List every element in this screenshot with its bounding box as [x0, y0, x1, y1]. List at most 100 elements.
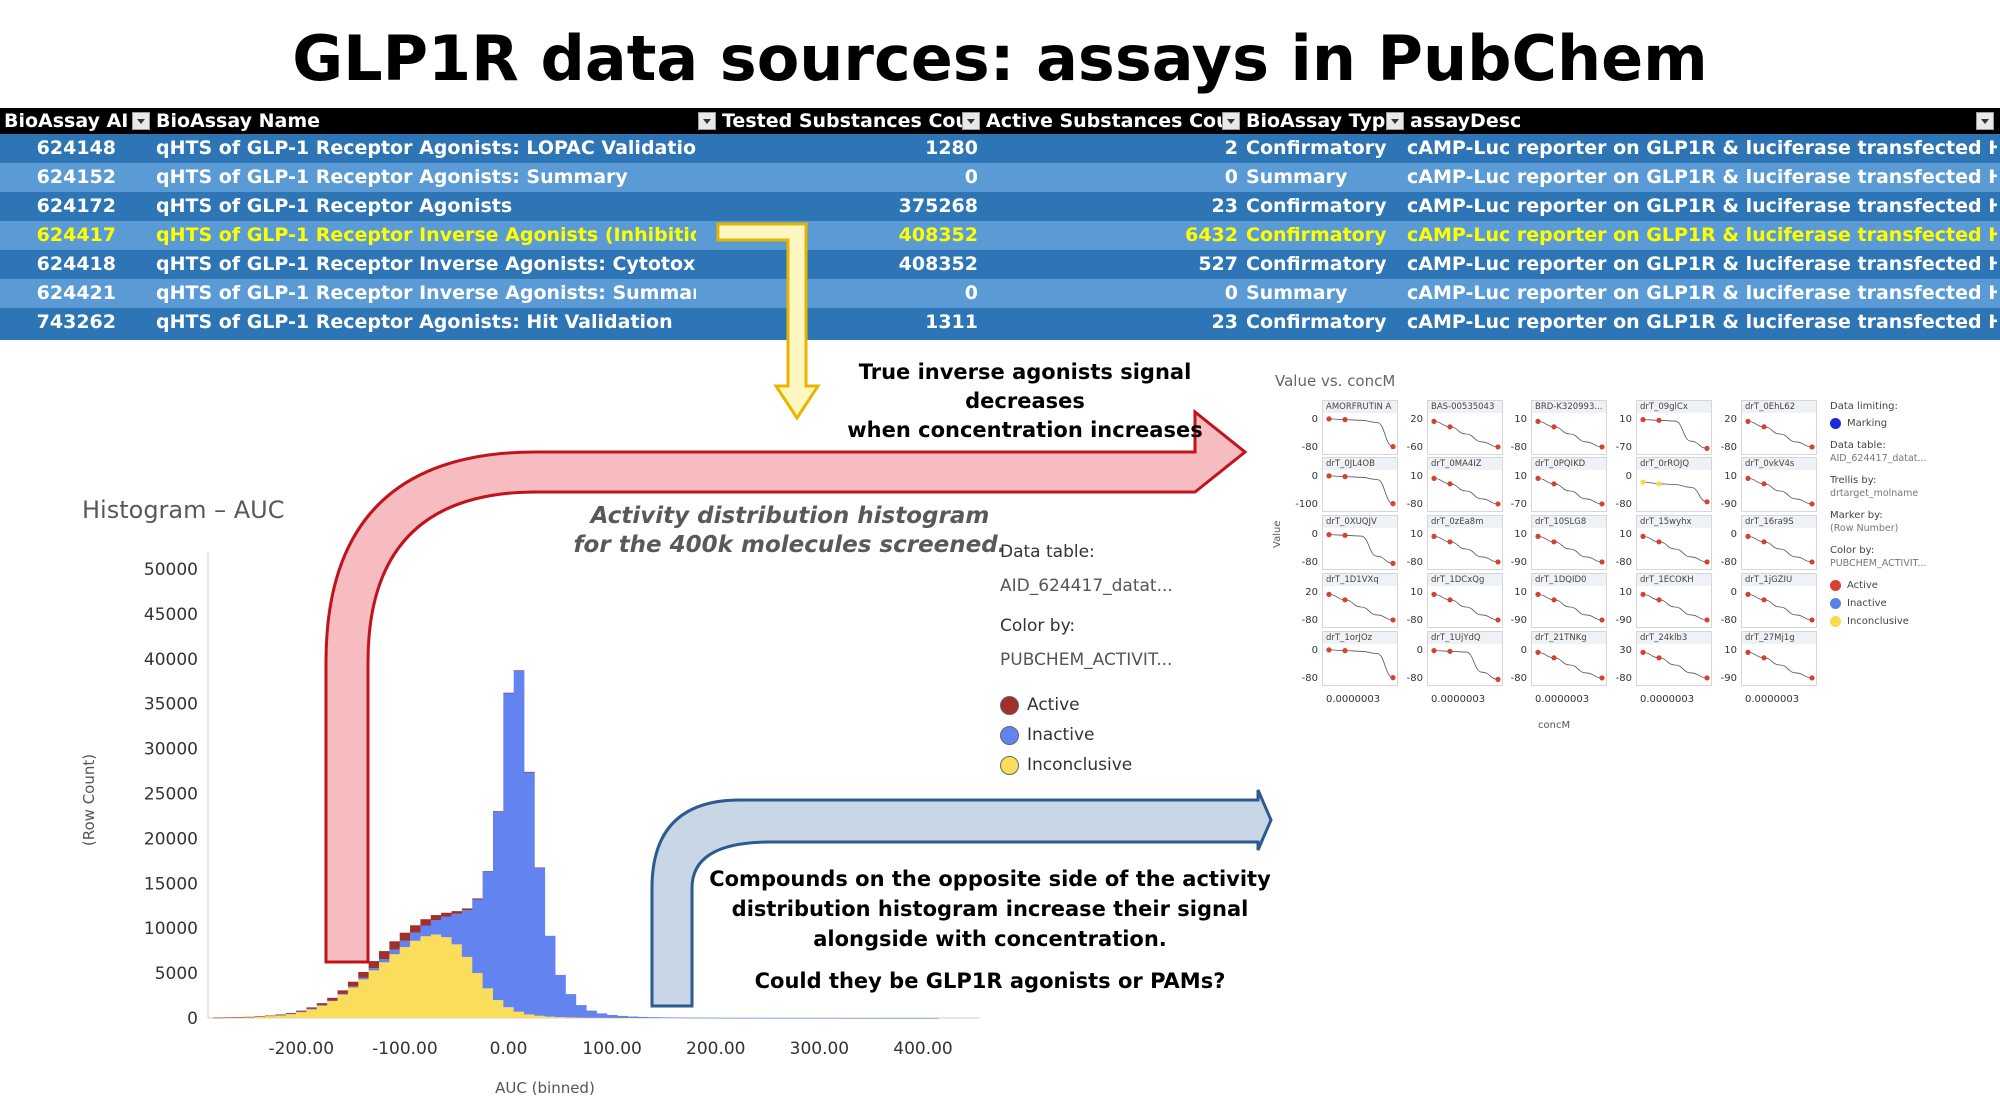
filter-dropdown-aid[interactable] — [132, 112, 150, 130]
histogram-bar-inconclusive — [451, 944, 463, 1018]
histogram-bar-inactive — [876, 1017, 888, 1019]
auc-histogram[interactable]: 5000045000400003500030000250002000015000… — [60, 540, 1000, 1100]
fit-curve — [1328, 594, 1394, 621]
trellis-panel[interactable]: drT_1D1VXq — [1322, 573, 1398, 628]
trellis-panel[interactable]: drT_1ECOKH — [1636, 573, 1712, 628]
cell-active: 2 — [1224, 137, 1238, 159]
data-point — [1447, 597, 1453, 603]
filter-dropdown-tested[interactable] — [962, 112, 980, 130]
table-row[interactable]: 624148 qHTS of GLP-1 Receptor Agonists: L… — [0, 134, 2000, 163]
trellis-y-tick-top: 10 — [1514, 471, 1527, 482]
legend-item-inconclusive[interactable]: Inconclusive — [1000, 750, 1173, 780]
histogram-bar-inconclusive — [389, 954, 401, 1018]
histogram-bar-inconclusive — [420, 936, 432, 1018]
trellis-panel[interactable]: AMORFRUTIN A — [1322, 400, 1398, 455]
trellis-panel[interactable]: drT_24klb3 — [1636, 631, 1712, 686]
cell-desc: cAMP-Luc reporter on GLP1R & luciferase … — [1407, 195, 1997, 217]
trellis-panel[interactable]: drT_1DCxQg — [1427, 573, 1503, 628]
histogram-bar-inactive — [461, 910, 473, 957]
trellis-panel[interactable]: drT_0MA4IZ — [1427, 457, 1503, 512]
trellis-panel[interactable]: drT_09glCx — [1636, 400, 1712, 455]
data-point — [1745, 475, 1751, 481]
data-point — [1551, 655, 1557, 661]
trellis-panel[interactable]: drT_27Mj1g — [1741, 631, 1817, 686]
trellis-y-tick-top: 20 — [1724, 414, 1737, 425]
trellis-legend-active[interactable]: Active — [1830, 579, 1927, 592]
histogram-bar-active — [306, 1007, 318, 1009]
trellis-panel[interactable]: drT_15wyhx — [1636, 515, 1712, 570]
trellis-panel-title: drT_15wyhx — [1637, 516, 1711, 528]
histogram-bar-inactive — [586, 1010, 597, 1018]
cell-name: qHTS of GLP-1 Receptor Inverse Agonists … — [156, 224, 696, 246]
legend-item-inactive[interactable]: Inactive — [1000, 720, 1173, 750]
fit-curve — [1328, 418, 1394, 447]
cell-desc: cAMP-Luc reporter on GLP1R & luciferase … — [1407, 282, 1997, 304]
legend-item-active[interactable]: Active — [1000, 690, 1173, 720]
trellis-panel[interactable]: drT_0XUQJV — [1322, 515, 1398, 570]
trellis-panel[interactable]: drT_1DQID0 — [1531, 573, 1607, 628]
histogram-bar-inconclusive — [275, 1015, 287, 1018]
cell-desc: cAMP-Luc reporter on GLP1R & luciferase … — [1407, 137, 1997, 159]
table-row[interactable]: 743262 qHTS of GLP-1 Receptor Agonists: H… — [0, 308, 2000, 337]
table-row[interactable]: 624418 qHTS of GLP-1 Receptor Inverse Ago… — [0, 250, 2000, 279]
histogram-bar-active — [441, 912, 452, 917]
trellis-curve-plot — [1326, 647, 1396, 681]
filter-dropdown-desc[interactable] — [1976, 112, 1994, 130]
data-point — [1761, 481, 1767, 487]
cell-tested: 408352 — [898, 224, 978, 246]
data-point — [1535, 475, 1541, 481]
filter-dropdown-type[interactable] — [1386, 112, 1404, 130]
data-point — [1656, 481, 1662, 487]
trellis-panel[interactable]: BAS-00535043 — [1427, 400, 1503, 455]
trellis-panel[interactable]: BRD-K320993... — [1531, 400, 1607, 455]
table-row[interactable]: 624421 qHTS of GLP-1 Receptor Inverse Ago… — [0, 279, 2000, 308]
data-point — [1599, 675, 1605, 681]
histogram-bar-active — [337, 990, 349, 994]
header-name: BioAssay Name — [156, 110, 321, 132]
data-point — [1535, 649, 1541, 655]
trellis-panel[interactable]: drT_0zEa8m — [1427, 515, 1503, 570]
inverse-agonist-note: True inverse agonists signal decreases w… — [800, 358, 1250, 445]
trellis-legend-inconclusive[interactable]: Inconclusive — [1830, 615, 1927, 628]
trellis-panel[interactable]: drT_0rROJQ — [1636, 457, 1712, 512]
histogram-bar-inactive — [492, 811, 504, 1001]
trellis-y-tick-bottom: -80 — [1406, 673, 1423, 684]
trellis-y-tick-top: 20 — [1410, 414, 1423, 425]
histogram-bar-inactive — [544, 935, 556, 1017]
histogram-bar-inactive — [679, 1017, 691, 1019]
data-point — [1342, 474, 1348, 480]
fit-curve — [1747, 594, 1813, 621]
data-point — [1431, 591, 1437, 597]
data-point — [1431, 475, 1437, 481]
legend-color-by-value: PUBCHEM_ACTIVIT... — [1000, 650, 1173, 670]
histogram-bar-active — [451, 911, 463, 914]
histogram-bar-active — [264, 1015, 276, 1017]
histogram-bar-inconclusive — [399, 947, 411, 1018]
cell-aid: 624417 — [36, 224, 116, 246]
trellis-legend-inactive[interactable]: Inactive — [1830, 597, 1927, 610]
trellis-panel[interactable]: drT_21TNKg — [1531, 631, 1607, 686]
trellis-panel[interactable]: drT_16ra9S — [1741, 515, 1817, 570]
trellis-panel[interactable]: drT_1UjYdQ — [1427, 631, 1503, 686]
table-row[interactable]: 624417 qHTS of GLP-1 Receptor Inverse Ago… — [0, 221, 2000, 250]
trellis-y-tick-top: 0 — [1311, 414, 1318, 425]
trellis-panel[interactable]: drT_0JL4OB — [1322, 457, 1398, 512]
histogram-bar-inactive — [451, 913, 463, 945]
trellis-y-tick-top: 10 — [1724, 471, 1737, 482]
trellis-panel[interactable]: drT_10SLG8 — [1531, 515, 1607, 570]
table-row[interactable]: 624172 qHTS of GLP-1 Receptor Agonists 375… — [0, 192, 2000, 221]
filter-dropdown-active[interactable] — [1222, 112, 1240, 130]
trellis-panel[interactable]: drT_0EhL62 — [1741, 400, 1817, 455]
table-row[interactable]: 624152 qHTS of GLP-1 Receptor Agonists: S… — [0, 163, 2000, 192]
trellis-panel[interactable]: drT_0vkV4s — [1741, 457, 1817, 512]
trellis-marking-item[interactable]: Marking — [1830, 417, 1927, 430]
agonist-note: Compounds on the opposite side of the ac… — [700, 864, 1280, 996]
histogram-bar-inactive — [399, 940, 411, 948]
trellis-curve-plot — [1326, 473, 1396, 507]
trellis-panel[interactable]: drT_1orJOz — [1322, 631, 1398, 686]
trellis-panel[interactable]: drT_1jGZIU — [1741, 573, 1817, 628]
filter-dropdown-name[interactable] — [698, 112, 716, 130]
trellis-by-value: drtarget_molname — [1830, 488, 1919, 499]
trellis-panel[interactable]: drT_0PQIKD — [1531, 457, 1607, 512]
data-point — [1390, 617, 1396, 623]
